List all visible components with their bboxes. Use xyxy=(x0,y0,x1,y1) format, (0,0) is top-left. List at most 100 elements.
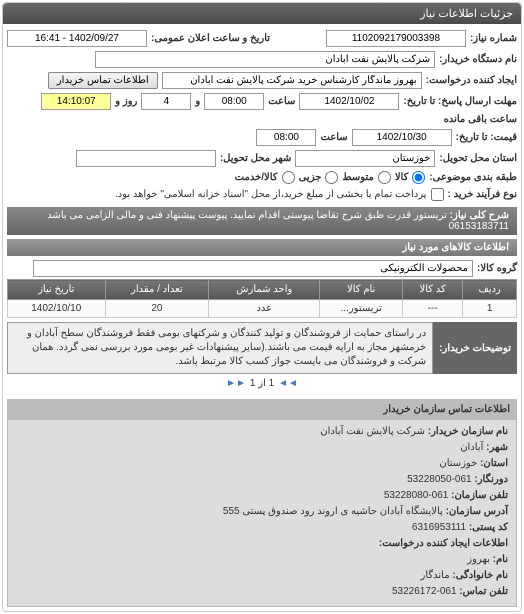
row-buyer-org: نام دستگاه خریدار: xyxy=(7,49,517,70)
td-0: 1 xyxy=(463,300,517,318)
contact-address-line: آدرس سازمان: پالایشگاه آبادان حاشیه ی ار… xyxy=(16,504,508,520)
contact-province-label: استان: xyxy=(480,458,508,469)
row-quote: قیمت: تا تاریخ: ساعت xyxy=(7,127,517,148)
pager-info: 1 از 1 xyxy=(250,378,274,389)
contact-address-label: آدرس سازمان: xyxy=(446,506,508,517)
req-no-input[interactable] xyxy=(326,30,466,47)
days-remaining-input xyxy=(141,93,191,110)
table-row[interactable]: 1 --- تریستور... عدد 20 1402/10/10 xyxy=(8,300,517,318)
contact-postal-line: کد پستی: 6316953111 xyxy=(16,520,508,536)
contact-creator-info-line: اطلاعات ایجاد کننده درخواست: xyxy=(16,536,508,552)
contact-city-line: شهر: آبادان xyxy=(16,440,508,456)
quote-time-input[interactable] xyxy=(256,129,316,146)
cat-mid-label: متوسط xyxy=(342,172,373,183)
contact-fax-label: دورنگار: xyxy=(474,474,508,485)
td-1: --- xyxy=(403,300,463,318)
pager-prev-icon[interactable]: ◄◄ xyxy=(278,378,298,389)
cat-service-radio[interactable] xyxy=(282,171,295,184)
table-header-row: ردیف کد کالا نام کالا واحد شمارش تعداد /… xyxy=(8,280,517,300)
deadline-label: مهلت ارسال پاسخ: تا تاریخ: xyxy=(403,96,517,107)
contact-phone: 061-53228080 xyxy=(384,490,449,501)
contact-postal: 6316953111 xyxy=(412,522,466,533)
row-deadline: مهلت ارسال پاسخ: تا تاریخ: ساعت و روز و … xyxy=(7,91,517,127)
contact-org-line: نام سازمان خریدار: شرکت پالایش نفت آبادا… xyxy=(16,424,508,440)
goods-table: ردیف کد کالا نام کالا واحد شمارش تعداد /… xyxy=(7,279,517,318)
contact-city-label: شهر: xyxy=(486,442,508,453)
contact-name: بهروز xyxy=(467,554,490,565)
category-label: طبقه بندی موضوعی: xyxy=(429,172,517,183)
td-3: عدد xyxy=(209,300,320,318)
contact-creator-info-label: اطلاعات ایجاد کننده درخواست: xyxy=(379,538,508,549)
cat-all-radio[interactable] xyxy=(412,171,425,184)
th-4: تعداد / مقدار xyxy=(105,280,209,300)
group-label: گروه کالا: xyxy=(477,263,517,274)
row-group: گروه کالا: xyxy=(7,258,517,279)
announce-input[interactable] xyxy=(7,30,147,47)
row-req-no: شماره نیاز: تاریخ و ساعت اعلان عمومی: xyxy=(7,28,517,49)
group-input[interactable] xyxy=(33,260,473,277)
contact-surname-line: نام خانوادگی: ماندگار xyxy=(16,568,508,584)
title-section-text: تریستور قدرت طبق شرح تقاضا پیوستی اقدام … xyxy=(47,210,509,232)
and-label: و xyxy=(195,96,200,107)
purchase-type-label: نوع فرآیند خرید : xyxy=(448,189,517,200)
remaining-label: ساعت باقی مانده xyxy=(444,114,517,125)
req-no-label: شماره نیاز: xyxy=(470,33,517,44)
row-delivery: استان محل تحویل: شهر محل تحویل: xyxy=(7,148,517,169)
deadline-date-input[interactable] xyxy=(299,93,399,110)
cat-all-label: کالا xyxy=(395,172,409,183)
title-section-bar: شرح کلی نیاز: تریستور قدرت طبق شرح تقاضا… xyxy=(7,207,517,235)
contact-phone2-line: تلفن تماس: 061-53226172 xyxy=(16,584,508,600)
quote-date-input[interactable] xyxy=(352,129,452,146)
pager-next-icon[interactable]: ►► xyxy=(226,378,246,389)
panel-body: شماره نیاز: تاریخ و ساعت اعلان عمومی: نا… xyxy=(3,24,521,611)
contact-phone-line: تلفن سازمان: 061-53228080 xyxy=(16,488,508,504)
announce-label: تاریخ و ساعت اعلان عمومی: xyxy=(151,33,270,44)
contact-org-label: نام سازمان خریدار: xyxy=(428,426,508,437)
notes-text: در راستای حمایت از فروشندگان و تولید کنن… xyxy=(7,322,433,374)
th-1: کد کالا xyxy=(403,280,463,300)
contact-fax: 061-53228050 xyxy=(407,474,472,485)
contact-city: آبادان xyxy=(460,442,483,453)
buyer-org-input[interactable] xyxy=(95,51,435,68)
contact-phone2: 061-53226172 xyxy=(392,586,457,597)
contact-province-line: استان: خوزستان xyxy=(16,456,508,472)
deadline-time-input[interactable] xyxy=(204,93,264,110)
countdown-input xyxy=(41,93,111,110)
buyer-org-label: نام دستگاه خریدار: xyxy=(439,54,517,65)
contact-fax-line: دورنگار: 061-53228050 xyxy=(16,472,508,488)
cat-small-label: جزیی xyxy=(299,172,322,183)
td-5: 1402/10/10 xyxy=(8,300,106,318)
creator-label: ایجاد کننده درخواست: xyxy=(426,75,517,86)
purchase-type-note: پرداخت تمام یا بخشی از مبلغ خرید،از محل … xyxy=(115,189,427,200)
contact-name-line: نام: بهروز xyxy=(16,552,508,568)
buyer-contact-button[interactable]: اطلاعات تماس خریدار xyxy=(48,72,158,89)
time-label-2: ساعت xyxy=(320,132,347,143)
delivery-state-input[interactable] xyxy=(295,150,435,167)
notes-label: توضیحات خریدار: xyxy=(433,322,517,374)
main-panel: جزئیات اطلاعات نیاز شماره نیاز: تاریخ و … xyxy=(2,2,522,612)
contact-postal-label: کد پستی: xyxy=(469,522,508,533)
quote-label: قیمت: تا تاریخ: xyxy=(456,132,517,143)
contact-org: شرکت پالایش نفت آبادان xyxy=(320,426,425,437)
contact-address: پالایشگاه آبادان حاشیه ی اروند رود صندوق… xyxy=(223,506,443,517)
th-5: تاریخ نیاز xyxy=(8,280,106,300)
contact-province: خوزستان xyxy=(439,458,477,469)
delivery-city-label: شهر محل تحویل: xyxy=(220,153,292,164)
delivery-city-input[interactable] xyxy=(76,150,216,167)
days-remaining-label: روز و xyxy=(115,96,137,107)
purchase-type-checkbox[interactable] xyxy=(431,188,444,201)
cat-mid-radio[interactable] xyxy=(378,171,391,184)
creator-input[interactable] xyxy=(162,72,422,89)
cat-small-radio[interactable] xyxy=(325,171,338,184)
td-2: تریستور... xyxy=(320,300,403,318)
row-category: طبقه بندی موضوعی: کالا متوسط جزیی کالا/خ… xyxy=(7,169,517,186)
row-creator: ایجاد کننده درخواست: اطلاعات تماس خریدار xyxy=(7,70,517,91)
th-0: ردیف xyxy=(463,280,517,300)
cat-service-label: کالا/خدمت xyxy=(235,172,278,183)
panel-title: جزئیات اطلاعات نیاز xyxy=(3,3,521,24)
pager-row: ◄◄ 1 از 1 ►► xyxy=(7,374,517,393)
contact-header: اطلاعات تماس سازمان خریدار xyxy=(8,400,516,420)
td-4: 20 xyxy=(105,300,209,318)
contact-phone2-label: تلفن تماس: xyxy=(459,586,508,597)
notes-row: توضیحات خریدار: در راستای حمایت از فروشن… xyxy=(7,322,517,374)
